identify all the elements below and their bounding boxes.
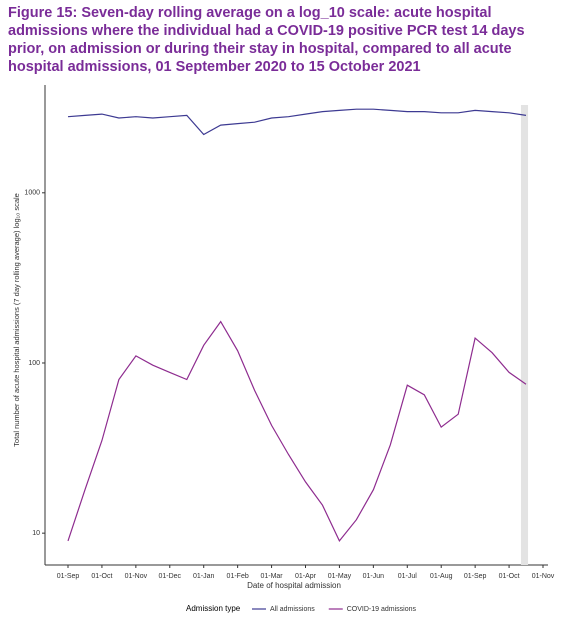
x-axis-label: Date of hospital admission: [247, 581, 341, 590]
legend-title: Admission type: [186, 604, 241, 613]
x-tick-label: 01-Mar: [260, 573, 283, 580]
y-tick-label: 1000: [24, 190, 40, 197]
y-tick-label: 10: [32, 530, 40, 537]
x-tick-label: 01-Sep: [464, 573, 487, 580]
series-line: [67, 320, 527, 543]
x-tick-label: 01-Jul: [398, 573, 418, 580]
x-tick-label: 01-Jan: [193, 573, 215, 580]
x-tick-label: 01-Feb: [227, 573, 249, 580]
y-axis-label: Total number of acute hospital admission…: [12, 193, 21, 447]
legend-label: COVID-19 admissions: [347, 606, 417, 613]
legend-label: All admissions: [270, 606, 315, 613]
x-tick-label: 01-Oct: [499, 573, 520, 580]
x-tick-label: 01-Jun: [363, 573, 385, 580]
chart-title: Figure 15: Seven-day rolling average on …: [8, 5, 525, 75]
series-line: [67, 108, 527, 136]
x-tick-label: 01-Aug: [430, 573, 453, 580]
y-tick-label: 100: [28, 360, 40, 367]
x-tick-label: 01-Nov: [125, 573, 148, 580]
x-tick-label: 01-May: [328, 573, 352, 580]
x-tick-label: 01-Nov: [532, 573, 555, 580]
x-tick-label: 01-Oct: [91, 573, 112, 580]
x-tick-label: 01-Sep: [57, 573, 80, 580]
incomplete-data-band: [520, 105, 529, 565]
x-tick-label: 01-Apr: [295, 573, 317, 580]
x-tick-label: 01-Dec: [158, 573, 181, 580]
